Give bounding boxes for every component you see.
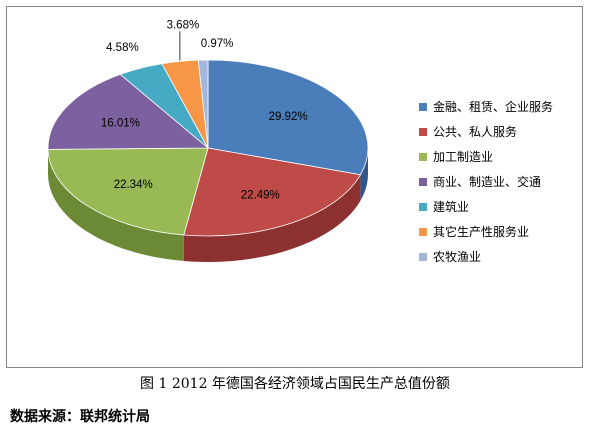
- legend-label: 金融、租赁、企业服务: [433, 99, 553, 114]
- legend-label: 商业、制造业、交通: [433, 174, 541, 189]
- legend-item: 公共、私人服务: [419, 124, 517, 139]
- legend-label: 公共、私人服务: [433, 124, 517, 139]
- data-label: 22.34%: [114, 179, 153, 191]
- pie-tops: [47, 59, 369, 237]
- data-label: 4.58%: [106, 42, 139, 54]
- legend-swatch: [419, 228, 427, 236]
- legend-swatch: [419, 253, 427, 261]
- pie-side-加工制造业: [48, 149, 184, 261]
- source-note: 数据来源：联邦统计局: [10, 409, 150, 425]
- pie-chart: 29.92%22.49%22.34%16.01%4.58%3.68%0.97% …: [47, 19, 553, 264]
- pie-slice-加工制造业: [47, 147, 209, 236]
- data-label: 29.92%: [269, 111, 308, 123]
- data-label: 0.97%: [201, 38, 234, 50]
- figure-caption: 图 1 2012 年德国各经济领域占国民生产总值份额: [140, 376, 450, 392]
- data-label: 16.01%: [101, 117, 140, 129]
- legend-label: 农牧渔业: [433, 250, 481, 264]
- pie-slice-农牧渔业: [197, 59, 209, 149]
- legend-label: 加工制造业: [433, 150, 493, 164]
- pie-sides: [48, 148, 368, 262]
- legend-swatch: [419, 103, 427, 111]
- legend-item: 建筑业: [419, 199, 469, 214]
- legend-item: 金融、租赁、企业服务: [419, 99, 553, 114]
- legend-swatch: [419, 128, 427, 136]
- legend-swatch: [419, 203, 427, 211]
- pie-slice-金融-租赁-企业服务: [207, 59, 369, 176]
- pie-side-金融-租赁-企业服务: [360, 148, 368, 201]
- legend-swatch: [419, 178, 427, 186]
- pie-side-公共-私人服务: [183, 174, 361, 262]
- data-label: 3.68%: [167, 19, 200, 31]
- legend-swatch: [419, 153, 427, 161]
- legend-label: 其它生产性服务业: [433, 224, 529, 239]
- pie-slice-公共-私人服务: [183, 147, 362, 237]
- legend: 金融、租赁、企业服务公共、私人服务加工制造业商业、制造业、交通建筑业其它生产性服…: [419, 99, 553, 264]
- chart-frame: 29.92% 22.49% 22.34% 16.01% 4.58% 3.68% 0.97% …: [6, 6, 583, 368]
- pie-labels: 29.92% 22.49% 22.34% 16.01% 4.58% 3.68%0.97%: [101, 19, 308, 201]
- data-label: 22.49%: [241, 189, 280, 201]
- legend-item: 加工制造业: [419, 150, 493, 164]
- legend-item: 商业、制造业、交通: [419, 174, 541, 189]
- legend-item: 农牧渔业: [419, 250, 481, 264]
- pie-slice-商业-制造业-交通: [47, 73, 210, 150]
- legend-item: 其它生产性服务业: [419, 224, 529, 239]
- legend-label: 建筑业: [433, 199, 469, 214]
